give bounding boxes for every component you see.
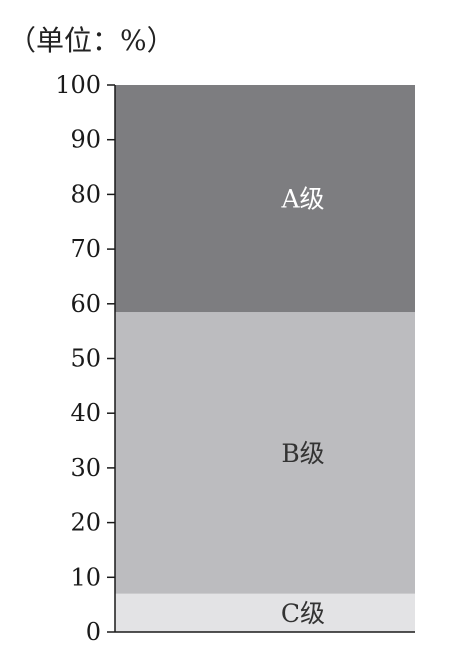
y-axis-ticks: 0 10 20 30 40 50 60 70 80 90 100 <box>55 71 115 646</box>
y-tick-label-8: 80 <box>70 180 101 208</box>
y-tick-label-6: 60 <box>70 290 101 318</box>
bar-segment-label-0: C级 <box>281 599 325 628</box>
y-tick-label-7: 70 <box>70 235 101 263</box>
bar-segment-label-2: A级 <box>280 185 324 214</box>
y-tick-label-2: 20 <box>70 509 101 537</box>
unit-label: （单位：%） <box>8 24 175 57</box>
y-tick-label-4: 40 <box>70 399 101 427</box>
y-tick-label-9: 90 <box>70 126 101 154</box>
bar-segment-label-1: B级 <box>281 439 324 468</box>
y-tick-label-10: 100 <box>55 71 101 99</box>
bar-segment-0 <box>115 593 415 632</box>
stacked-bar: C级 B级 A级 <box>115 85 415 632</box>
y-tick-label-1: 10 <box>70 563 101 591</box>
y-tick-label-5: 50 <box>70 345 101 373</box>
y-tick-label-3: 30 <box>70 454 101 482</box>
y-tick-label-0: 0 <box>86 618 101 646</box>
bar-segment-2 <box>115 85 415 313</box>
bar-segment-1 <box>115 312 415 594</box>
